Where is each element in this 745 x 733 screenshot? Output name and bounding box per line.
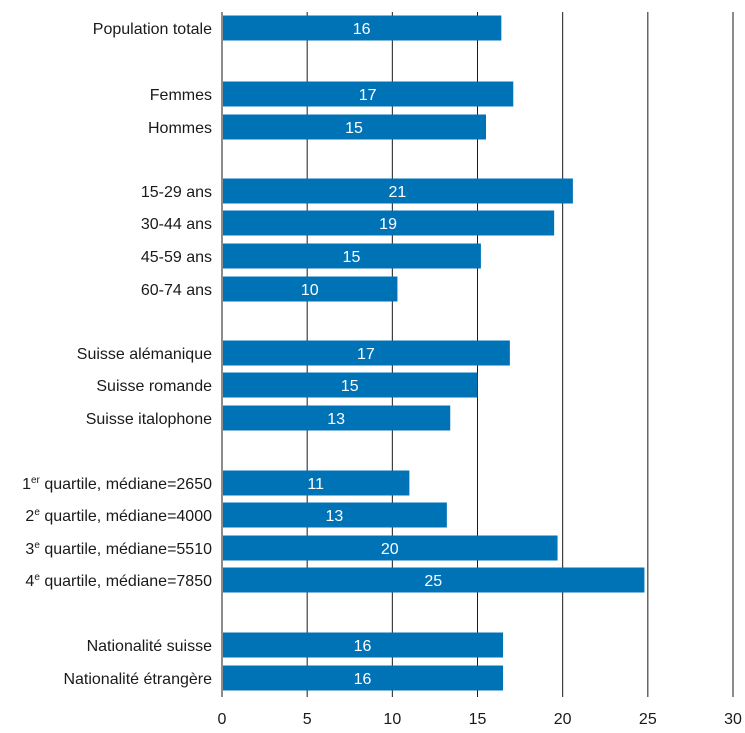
category-label: 4e quartile, médiane=7850 bbox=[25, 572, 212, 590]
bar-value-label: 20 bbox=[381, 541, 399, 558]
bar-value-label: 16 bbox=[353, 21, 371, 38]
bars bbox=[223, 15, 645, 691]
bar bbox=[223, 114, 487, 140]
category-label: 45-59 ans bbox=[141, 249, 212, 266]
bar-value-label: 16 bbox=[354, 638, 372, 655]
bar bbox=[223, 178, 573, 204]
bar bbox=[223, 502, 447, 528]
bar bbox=[223, 535, 558, 561]
bar bbox=[223, 276, 398, 302]
x-tick-label: 10 bbox=[383, 711, 401, 728]
bar-value-label: 25 bbox=[424, 573, 442, 590]
category-label: Suisse alémanique bbox=[77, 346, 212, 363]
bar bbox=[223, 470, 410, 496]
bar-value-label: 15 bbox=[341, 378, 359, 395]
bar-value-label: 17 bbox=[357, 346, 375, 363]
bar-value-label: 19 bbox=[379, 216, 397, 233]
category-label: 3e quartile, médiane=5510 bbox=[25, 540, 212, 558]
bar bbox=[223, 210, 555, 236]
bar-value-label: 15 bbox=[345, 120, 363, 137]
x-tick-label: 0 bbox=[218, 711, 227, 728]
category-label: Femmes bbox=[150, 87, 212, 104]
x-axis-tick-labels: 0 5 10 15 20 25 30 bbox=[218, 711, 742, 728]
x-tick-label: 15 bbox=[469, 711, 487, 728]
category-labels: Population totale Femmes Hommes 15-29 ans 30… bbox=[22, 21, 212, 688]
category-label: 2e quartile, médiane=4000 bbox=[25, 507, 212, 525]
bar bbox=[223, 372, 478, 398]
bar bbox=[223, 15, 502, 41]
bar-value-label: 15 bbox=[343, 249, 361, 266]
category-label: Suisse italophone bbox=[86, 411, 212, 428]
bar bbox=[223, 243, 481, 269]
bar-value-label: 13 bbox=[327, 411, 345, 428]
x-tick-label: 25 bbox=[639, 711, 657, 728]
bar-value-label: 11 bbox=[307, 476, 324, 493]
x-tick-label: 20 bbox=[554, 711, 572, 728]
bar bbox=[223, 665, 504, 691]
category-label: Nationalité étrangère bbox=[63, 671, 212, 688]
category-label: 15-29 ans bbox=[141, 184, 212, 201]
bar bbox=[223, 632, 504, 658]
bar bbox=[223, 340, 510, 366]
category-label: Nationalité suisse bbox=[87, 638, 213, 655]
bar bbox=[223, 81, 514, 107]
category-label: Hommes bbox=[148, 120, 212, 137]
bar-value-label: 10 bbox=[301, 282, 319, 299]
bar-value-label: 17 bbox=[359, 87, 377, 104]
bar-value-label: 21 bbox=[389, 184, 407, 201]
category-label: 1er quartile, médiane=2650 bbox=[22, 475, 212, 493]
category-label: Population totale bbox=[93, 21, 212, 38]
x-tick-label: 30 bbox=[724, 711, 742, 728]
category-label: 60-74 ans bbox=[141, 282, 212, 299]
bar bbox=[223, 405, 451, 431]
x-tick-label: 5 bbox=[303, 711, 312, 728]
bar bbox=[223, 567, 645, 593]
bar-value-label: 16 bbox=[354, 671, 372, 688]
category-label: 30-44 ans bbox=[141, 216, 212, 233]
bar-value-label: 13 bbox=[326, 508, 344, 525]
category-label: Suisse romande bbox=[96, 378, 212, 395]
